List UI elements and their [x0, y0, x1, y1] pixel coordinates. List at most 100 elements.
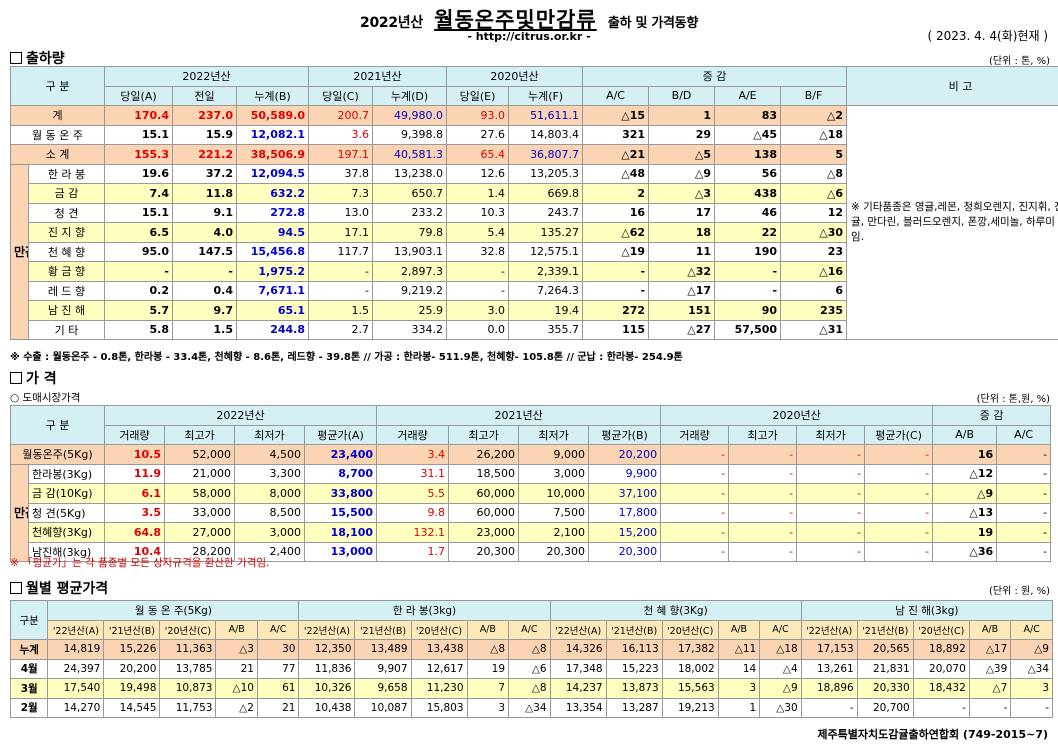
shipment-note: ※ 수출 : 월동온주 - 0.8톤, 한라봉 - 33.4톤, 천혜향 - 8… — [10, 352, 683, 363]
table-row: 월동온주(5Kg) 10.5 52,000 4,500 23,400 3.4 26,200 9… — [10, 444, 1052, 465]
shipment-header-2022: 2022년산 — [103, 66, 310, 87]
data-cell: 10,087 — [354, 697, 412, 718]
data-cell: 1.5 — [172, 319, 237, 340]
table-row: 4월 24,397 20,200 13,785 21 77 11,836 9,907 12,61… — [9, 658, 1053, 679]
data-cell: - — [800, 697, 858, 718]
data-cell: 11,753 — [159, 697, 217, 718]
data-cell: 115 — [582, 319, 650, 340]
row-label: 청 견 — [28, 202, 105, 223]
monthly-variety-header: 남 진 해(3kg) — [800, 600, 1054, 621]
data-cell: - — [660, 502, 730, 523]
data-cell: 14,326 — [549, 639, 607, 660]
data-cell: - — [996, 463, 1052, 484]
data-cell: 23 — [780, 241, 848, 262]
data-cell: 17,382 — [661, 639, 719, 660]
data-cell: 57,500 — [714, 319, 782, 340]
data-cell: 5.5 — [376, 483, 450, 504]
data-cell: 19.6 — [104, 163, 173, 184]
data-cell: - — [308, 280, 374, 301]
data-cell: 65.1 — [235, 300, 310, 321]
price-col-header: 최저가 — [518, 424, 590, 445]
title-year: 2022년산 — [360, 15, 423, 31]
data-cell: 244.8 — [235, 319, 310, 340]
data-cell: 12.6 — [446, 163, 510, 184]
data-cell: - — [728, 444, 798, 465]
data-cell: - — [728, 522, 798, 543]
data-cell: 18 — [648, 222, 716, 243]
data-cell: 12,575.1 — [508, 241, 584, 262]
data-cell: △6 — [508, 658, 551, 679]
data-cell: - — [796, 463, 866, 484]
data-cell: △48 — [582, 163, 650, 184]
data-cell: 155.3 — [104, 144, 173, 165]
data-cell: 1.5 — [308, 300, 374, 321]
data-cell: - — [728, 483, 798, 504]
row-label: 금 감 — [28, 183, 105, 204]
data-cell: 13,287 — [605, 697, 663, 718]
data-cell: △17 — [648, 280, 716, 301]
data-cell: 5.7 — [104, 300, 173, 321]
price-col-header: 최저가 — [796, 424, 866, 445]
data-cell: 12,082.1 — [235, 124, 310, 145]
data-cell: 50,589.0 — [235, 105, 310, 126]
data-cell: 27.6 — [446, 124, 510, 145]
table-row: 2월 14,270 14,545 11,753 △2 21 10,438 10,087 15,8… — [9, 697, 1053, 718]
monthly-col-header: '21년산(B) — [354, 619, 412, 640]
data-cell: 9.8 — [376, 502, 450, 523]
data-cell: 14,803.4 — [508, 124, 584, 145]
row-label: 기 타 — [28, 319, 105, 340]
row-label: 4월 — [9, 658, 49, 679]
data-cell: 16 — [582, 202, 650, 223]
data-cell: 334.2 — [372, 319, 448, 340]
data-cell: △30 — [780, 222, 848, 243]
data-cell: 24,397 — [47, 658, 105, 679]
data-cell: 321 — [582, 124, 650, 145]
shipment-header-2020: 2020년산 — [446, 66, 584, 87]
table-row: 계 170.4 237.0 50,589.0 200.7 49,980.0 93.0 51,6… — [10, 105, 1058, 340]
data-cell: 79.8 — [372, 222, 448, 243]
data-cell: 10,438 — [298, 697, 356, 718]
data-cell: 15,563 — [661, 678, 719, 699]
data-cell: 32.8 — [446, 241, 510, 262]
data-cell: 13.0 — [308, 202, 374, 223]
data-cell: - — [864, 502, 934, 523]
price-header-change: 증 감 — [932, 405, 1052, 426]
data-cell: 9,658 — [354, 678, 412, 699]
data-cell: - — [446, 261, 510, 282]
price-col-header: 평균가(A) — [303, 424, 378, 445]
data-cell: 132.1 — [376, 522, 450, 543]
data-cell: 64.8 — [104, 522, 165, 543]
data-cell: 3.6 — [308, 124, 374, 145]
data-cell: 13,785 — [159, 658, 217, 679]
data-cell: △15 — [582, 105, 650, 126]
table-row: 소 계 155.3 221.2 38,506.9 197.1 40,581.3 65.4 36… — [10, 144, 1058, 165]
checkbox-square-icon — [10, 372, 22, 384]
shipment-col-header: A/C — [582, 85, 650, 106]
data-cell: 170.4 — [104, 105, 173, 126]
table-row: 기 타 5.8 1.5 244.8 2.7 334.2 0.0 355.7 115 △27 57,5… — [11, 319, 1058, 340]
section-monthly-title: 월별 평균가격 — [10, 578, 108, 598]
data-cell: △5 — [648, 144, 716, 165]
price-table: 구 분 2022년산 2021년산 2020년산 증 감 거래량 최고가 최저가 평균… — [10, 405, 1052, 562]
data-cell: 2,400 — [234, 541, 305, 562]
data-cell: 83 — [714, 105, 782, 126]
data-cell: 1 — [717, 697, 761, 718]
data-cell: 200.7 — [308, 105, 374, 126]
data-cell: △8 — [780, 163, 848, 184]
data-cell: - — [728, 463, 798, 484]
data-cell: 2.7 — [308, 319, 374, 340]
row-label: 소 계 — [10, 144, 105, 165]
section-price-label: 가 격 — [26, 371, 57, 387]
data-cell: 93.0 — [446, 105, 510, 126]
table-row: 진 지 향 6.5 4.0 94.5 17.1 79.8 5.4 135.27 △62 18 22 △… — [11, 222, 1058, 243]
data-cell: 650.7 — [372, 183, 448, 204]
data-cell: 28,200 — [164, 541, 235, 562]
data-cell: 243.7 — [508, 202, 584, 223]
data-cell: △34 — [508, 697, 551, 718]
data-cell: 23,000 — [448, 522, 520, 543]
data-cell: △32 — [648, 261, 716, 282]
shipment-col-header: B/D — [648, 85, 716, 106]
data-cell: - — [446, 280, 510, 301]
monthly-col-header: '20년산(C) — [912, 619, 970, 640]
data-cell: △10 — [215, 678, 258, 699]
